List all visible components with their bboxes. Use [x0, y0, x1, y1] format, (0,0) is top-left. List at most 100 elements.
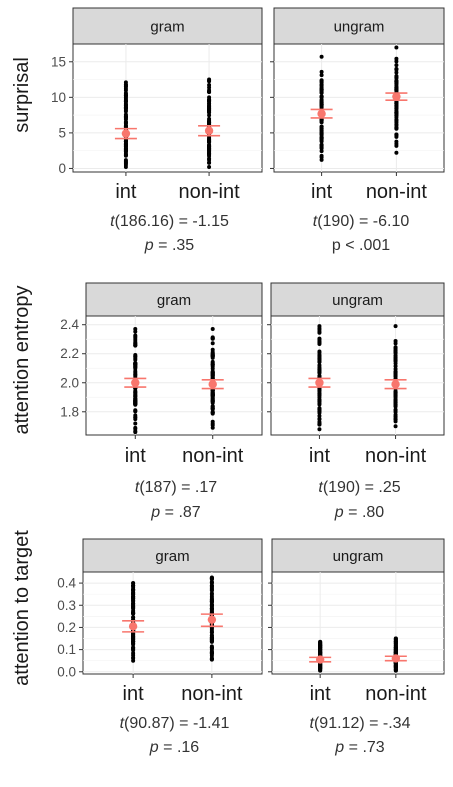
stat-t-line: t(190) = -6.10	[313, 213, 410, 230]
stat-t-line: t(90.87) = -1.41	[120, 715, 230, 732]
x-category-label: non-int	[365, 445, 427, 467]
panel-2-0: gram 0.0 0.1 0.2 0.3 0.4 int non-int t(90.87) = …	[57, 538, 263, 756]
data-point	[317, 392, 322, 397]
data-point	[319, 124, 324, 129]
data-point	[319, 138, 324, 143]
stat-symbol: t	[313, 213, 318, 230]
plot-area	[273, 43, 445, 173]
strip-label: ungram	[332, 292, 383, 309]
data-point	[133, 354, 138, 359]
panel-1-1: ungram int non-int t(190) = .25 p = .80	[267, 282, 445, 521]
data-point	[394, 125, 399, 130]
y-tick-label: 0.4	[57, 576, 76, 591]
data-point	[207, 110, 212, 115]
x-category-label: int	[309, 445, 331, 467]
stat-t-line: t(186.16) = -1.15	[110, 213, 229, 230]
mean-point	[315, 655, 325, 664]
mean-point	[315, 378, 324, 387]
y-axis-label: attention to target	[11, 530, 33, 686]
data-point	[393, 359, 398, 364]
stat-value: = .80	[344, 504, 385, 521]
data-point	[394, 66, 399, 71]
stat-p-line: p < .001	[332, 237, 390, 254]
data-point	[209, 645, 214, 650]
data-point	[133, 374, 138, 379]
data-point	[133, 394, 138, 399]
data-point	[131, 585, 136, 590]
data-point	[319, 135, 324, 140]
y-tick-label: 0	[58, 161, 66, 176]
data-point	[131, 658, 136, 663]
data-point	[210, 341, 215, 346]
data-point	[133, 390, 138, 395]
plot-area	[85, 315, 263, 436]
data-point	[210, 327, 215, 332]
data-point	[207, 138, 212, 143]
panel-1-0: gram 1.8 2.0 2.2 2.4 int non-int t(187) = .17 p …	[60, 282, 263, 521]
x-category-label: non-int	[365, 683, 427, 705]
data-point	[394, 79, 399, 84]
data-point	[319, 157, 324, 162]
data-point	[209, 634, 214, 639]
data-point	[318, 647, 323, 652]
data-point	[393, 668, 398, 673]
panel-2-1: ungram int non-int t(91.12) = -.34 p = .73	[268, 538, 445, 756]
y-tick-label: 5	[58, 125, 66, 140]
mean-point	[128, 622, 138, 631]
stat-p-line: p = .73	[334, 739, 384, 756]
strip-label: gram	[155, 548, 189, 565]
data-point	[317, 422, 322, 427]
y-tick-label: 2.0	[60, 375, 79, 390]
stat-value: p < .001	[332, 237, 390, 254]
data-point	[317, 339, 322, 344]
data-point	[131, 592, 136, 597]
y-axis-label: attention entropy	[11, 286, 33, 435]
data-point	[131, 601, 136, 606]
data-point	[319, 54, 324, 59]
data-point	[123, 99, 128, 104]
stat-symbol: p	[334, 504, 344, 521]
stat-value: (190) = .25	[323, 479, 401, 496]
plot-area	[82, 571, 263, 675]
data-point	[210, 397, 215, 402]
data-point	[394, 150, 399, 155]
stat-value: = .35	[154, 237, 195, 254]
panel-0-1: ungram int non-int t(190) = -6.10 p < .001	[270, 7, 445, 254]
y-tick-label: 0.1	[57, 642, 76, 657]
data-point	[317, 324, 322, 329]
data-point	[209, 603, 214, 608]
x-category-label: non-int	[182, 445, 244, 467]
data-point	[317, 388, 322, 393]
data-point	[207, 116, 212, 121]
data-point	[207, 152, 212, 157]
data-point	[209, 649, 214, 654]
data-point	[317, 353, 322, 358]
data-point	[209, 653, 214, 658]
mean-point	[391, 380, 400, 389]
data-point	[207, 101, 212, 106]
data-point	[393, 424, 398, 429]
data-point	[393, 417, 398, 422]
data-point	[209, 630, 214, 635]
y-tick-label: 2.4	[60, 317, 79, 332]
stat-value: (190) = -6.10	[317, 213, 409, 230]
data-point	[131, 609, 136, 614]
panel-0-0: gram 0 5 10 15 int non-int t(186.16) = -1.15 p =…	[51, 7, 263, 254]
data-point	[210, 350, 215, 355]
data-point	[393, 341, 398, 346]
data-point	[317, 406, 322, 411]
data-point	[131, 581, 136, 586]
strip-label: gram	[150, 19, 184, 36]
data-point	[317, 350, 322, 355]
mean-point	[207, 615, 217, 624]
data-point	[393, 324, 398, 329]
data-point	[394, 143, 399, 148]
data-point	[318, 652, 323, 657]
stat-symbol: p	[334, 739, 344, 756]
data-point	[207, 105, 212, 110]
data-point	[317, 409, 322, 414]
data-point	[319, 143, 324, 148]
data-point	[209, 599, 214, 604]
data-point	[210, 335, 215, 340]
data-point	[319, 128, 324, 133]
